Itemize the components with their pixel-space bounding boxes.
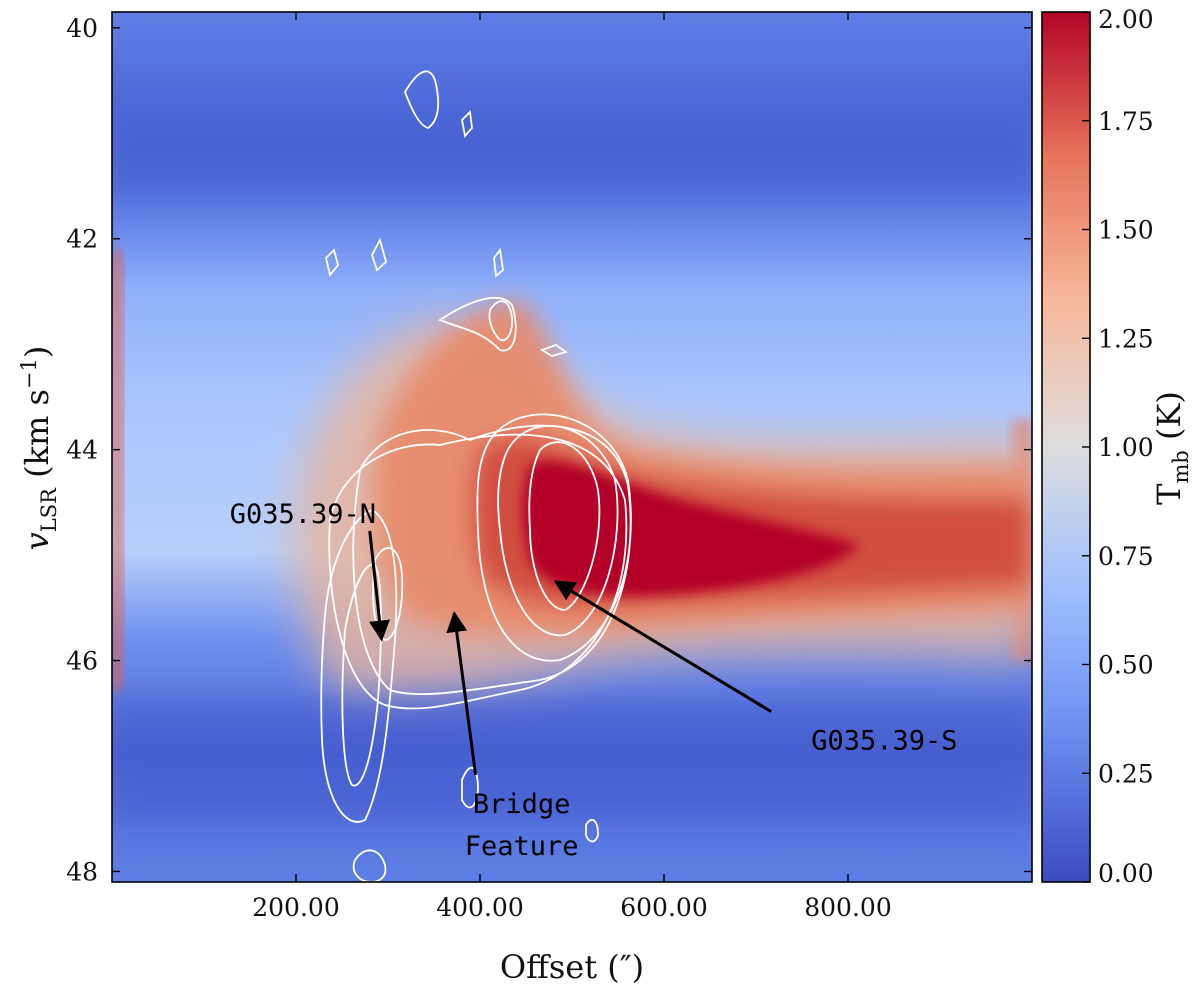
plot-frame xyxy=(111,11,1033,883)
contour-top-blob xyxy=(404,70,440,129)
y-tick-label: 44 xyxy=(66,436,98,465)
x-tick-label: 800.00 xyxy=(804,893,891,922)
contour-small-3 xyxy=(461,110,473,138)
x-tick-label: 400.00 xyxy=(436,893,523,922)
contour-upper-spur xyxy=(438,296,517,352)
colorbar: 0.00 0.25 0.50 0.75 1.00 1.25 1.50 1.75 2.00 Tmb… xyxy=(1041,5,1193,888)
contour-n-core xyxy=(372,547,404,641)
contour-small-5 xyxy=(493,247,504,278)
left-edge-stripe xyxy=(112,250,122,690)
colorbar-label-sub: mb xyxy=(1169,450,1193,483)
annotation-arrow xyxy=(368,530,390,642)
annotation-arrow xyxy=(553,580,772,713)
colorbar-tick-label: 0.00 xyxy=(1098,859,1154,888)
contour-core-s-1 xyxy=(528,441,601,611)
annotation-label: G035.39-S xyxy=(811,726,957,757)
y-axis-label-units: (km s xyxy=(18,389,56,488)
contour-lower-right-1 xyxy=(461,766,479,809)
annotation-label: Bridge xyxy=(473,789,571,820)
y-axis-label-sup: −1 xyxy=(17,358,41,389)
contour-small-1 xyxy=(325,248,339,278)
x-axis: 200.00 400.00 600.00 800.00 xyxy=(252,12,892,922)
y-axis: 40 42 44 46 48 xyxy=(66,14,1032,886)
y-axis-label-sub: LSR xyxy=(37,487,61,532)
colorbar-tick-label: 1.50 xyxy=(1098,216,1154,245)
cold-band-lower xyxy=(112,700,1032,820)
contour-small-2 xyxy=(371,237,388,272)
x-tick-label: 600.00 xyxy=(620,893,707,922)
contour-core-s-2 xyxy=(497,425,619,637)
y-axis-label-close: ) xyxy=(18,346,56,358)
y-tick-label: 48 xyxy=(66,857,98,886)
contour-layer xyxy=(320,70,632,882)
annotation-arrow xyxy=(446,611,478,776)
colorbar-tick-label: 1.25 xyxy=(1098,324,1154,353)
colorbar-tick-label: 1.00 xyxy=(1098,433,1154,462)
x-tick-label: 200.00 xyxy=(252,893,339,922)
y-axis-label-main: v xyxy=(18,532,56,550)
colorbar-tick-label: 0.25 xyxy=(1098,759,1154,788)
annotations: G035.39-N Bridge Feature G035.39-S xyxy=(230,499,958,862)
y-tick-label: 42 xyxy=(66,225,98,254)
annotation-label: Feature xyxy=(465,831,579,862)
contour-core-s-3 xyxy=(476,413,632,662)
contour-outer xyxy=(320,508,398,823)
y-tick-label: 46 xyxy=(66,647,98,676)
contour-bottom-blob xyxy=(352,849,387,882)
x-axis-label: Offset (″) xyxy=(500,948,644,986)
contour-main-1 xyxy=(352,424,632,696)
annotation-label: G035.39-N xyxy=(230,499,376,530)
heatmap-panel xyxy=(112,12,1032,882)
y-axis-label: vLSR (km s−1) xyxy=(17,346,61,551)
contour-upper-spur-2 xyxy=(488,300,513,342)
contour-outer-2 xyxy=(341,563,382,787)
colorbar-label-main: T xyxy=(1150,483,1188,505)
colorbar-tick-label: 0.75 xyxy=(1098,542,1154,571)
colorbar-label-units: (K) xyxy=(1150,391,1188,450)
y-tick-label: 40 xyxy=(66,14,98,43)
contour-small-4 xyxy=(539,343,569,357)
emission-core xyxy=(522,460,860,596)
cold-band-upper xyxy=(112,130,1032,190)
colorbar-label: Tmb (K) xyxy=(1150,391,1193,505)
colorbar-tick-label: 0.50 xyxy=(1098,651,1154,680)
contour-lower-right-2 xyxy=(585,818,599,843)
colorbar-tick-label: 1.75 xyxy=(1098,107,1154,136)
colorbar-tick-label: 2.00 xyxy=(1098,5,1154,34)
colorbar-ticks: 0.00 0.25 0.50 0.75 1.00 1.25 1.50 1.75 2.00 xyxy=(1082,5,1154,888)
